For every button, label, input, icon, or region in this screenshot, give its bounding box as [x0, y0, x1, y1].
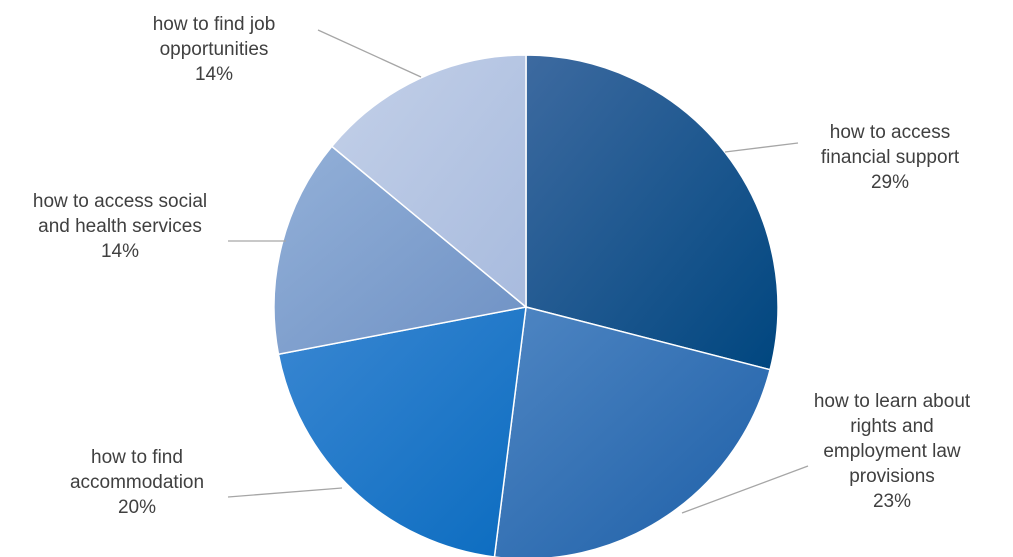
pie-slice-4 [273, 145, 528, 356]
slice-value-label: 23% [873, 491, 911, 512]
slice-label-3: how to find accommodation 20% [70, 447, 204, 518]
pie-slice-2 [493, 306, 771, 557]
slice-label-line: how to find [91, 447, 183, 468]
slice-label-line: and health services [38, 216, 202, 237]
leader-line-5 [317, 29, 422, 78]
slice-label-line: how to find job [153, 14, 276, 35]
pie-slice-3 [277, 306, 527, 557]
pie-slice-5 [330, 54, 527, 309]
slice-label-line: opportunities [160, 39, 269, 60]
leader-line-2 [681, 465, 809, 514]
slice-label-line: how to access social [33, 191, 207, 212]
slice-label-2: how to learn about rights and employment l… [814, 391, 971, 512]
slice-label-line: employment law [823, 441, 961, 462]
slice-label-line: how to learn about [814, 391, 971, 412]
leader-lines [227, 29, 809, 514]
slice-label-line: accommodation [70, 472, 204, 493]
slice-label-line: provisions [849, 466, 935, 487]
slice-labels: how to access financial support 29%how to … [33, 14, 971, 518]
pie-slice-1 [525, 54, 779, 371]
slice-label-line: rights and [850, 416, 933, 437]
leader-line-1 [724, 142, 799, 153]
slice-label-line: financial support [821, 147, 960, 168]
slice-value-label: 29% [871, 172, 909, 193]
slice-label-5: how to find job opportunities 14% [153, 14, 276, 85]
pie-slices [273, 54, 779, 557]
slice-value-label: 14% [195, 64, 233, 85]
slice-label-line: how to access [830, 122, 950, 143]
leader-line-3 [227, 487, 343, 498]
slice-label-4: how to access social and health services 1… [33, 191, 207, 262]
slice-label-1: how to access financial support 29% [821, 122, 960, 193]
slice-value-label: 14% [101, 241, 139, 262]
slice-value-label: 20% [118, 497, 156, 518]
